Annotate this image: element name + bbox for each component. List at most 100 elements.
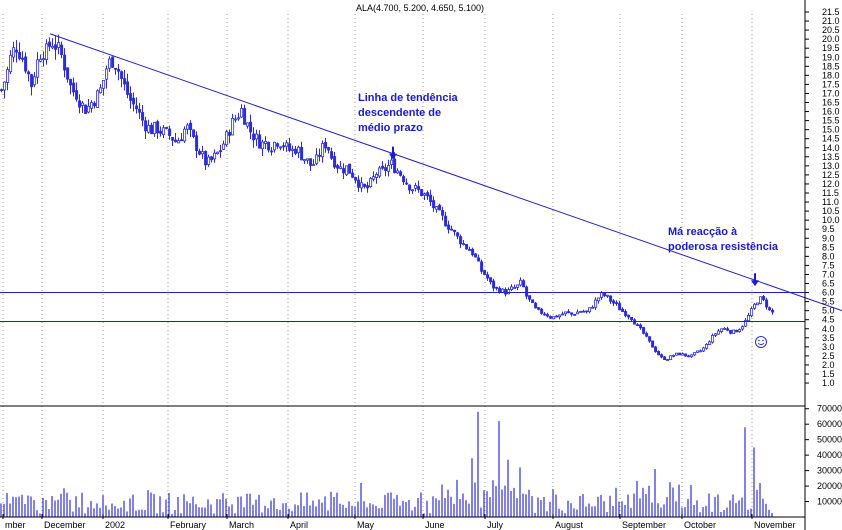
candle-body: [351, 172, 355, 178]
candle-body: [684, 353, 688, 357]
candle-body: [546, 314, 550, 317]
candle-body: [711, 335, 715, 343]
candle-body: [327, 147, 331, 151]
candle-body: [210, 156, 214, 161]
candle-body: [756, 302, 760, 306]
candle-body: [207, 156, 211, 165]
candle-body: [315, 154, 319, 164]
candle-body: [654, 346, 658, 353]
candle-body: [678, 352, 682, 356]
candle-body: [99, 87, 103, 94]
candle-body: [324, 141, 328, 149]
candle-body: [306, 158, 310, 161]
candle-body: [9, 54, 13, 73]
candle-body: [378, 167, 382, 177]
arrow-head-icon: [751, 280, 759, 287]
candle-body: [759, 296, 763, 304]
price-tick-label: 4.5: [822, 315, 835, 325]
candle-body: [459, 236, 463, 245]
price-tick-label: 20.0: [822, 34, 840, 44]
trend-lines: [0, 33, 842, 323]
candle-body: [177, 140, 181, 144]
candle-body: [72, 82, 76, 93]
candle-body: [63, 54, 67, 71]
candle-body: [84, 104, 88, 114]
price-tick-label: 21.0: [822, 16, 840, 26]
price-tick-label: 8.5: [822, 242, 835, 252]
candle-body: [693, 352, 697, 356]
month-label: April: [290, 520, 308, 530]
candle-body: [240, 108, 244, 118]
annotation-text: Linha de tendência: [358, 92, 459, 104]
candle-body: [102, 80, 106, 89]
candle-body: [45, 43, 49, 60]
downtrend-line: [49, 33, 842, 312]
month-label: May: [357, 520, 375, 530]
candle-body: [261, 141, 265, 150]
candle-body: [168, 128, 172, 137]
candle-body: [486, 274, 490, 279]
candle-body: [93, 102, 97, 107]
month-label: June: [425, 520, 445, 530]
price-tick-label: 17.5: [822, 79, 840, 89]
candle-body: [153, 121, 157, 135]
candle-body: [561, 313, 565, 316]
smiley-face: [755, 336, 767, 348]
candle-body: [726, 328, 730, 331]
candle-body: [627, 314, 631, 318]
candle-body: [213, 152, 217, 160]
candle-body: [339, 166, 343, 169]
candle-body: [591, 306, 595, 309]
candle-body: [531, 299, 535, 303]
candle-body: [81, 102, 85, 106]
candle-body: [399, 171, 403, 176]
candle-body: [135, 105, 139, 110]
candle-body: [3, 81, 7, 91]
candle-body: [270, 150, 274, 153]
candle-body: [357, 179, 361, 188]
candle-body: [90, 102, 94, 109]
candle-body: [519, 279, 523, 286]
candle-body: [345, 165, 349, 176]
candle-body: [360, 182, 364, 189]
candle-body: [231, 117, 235, 136]
candle-body: [75, 90, 79, 100]
candle-body: [717, 330, 721, 335]
candle-body: [645, 333, 649, 337]
candle-body: [48, 41, 52, 47]
candle-body: [228, 131, 232, 136]
price-tick-label: 9.5: [822, 224, 835, 234]
candle-body: [660, 354, 664, 358]
price-tick-label: 19.5: [822, 43, 840, 53]
candle-body: [765, 299, 769, 308]
price-tick-label: 13.0: [822, 161, 840, 171]
candle-body: [498, 287, 502, 294]
month-label: February: [170, 520, 207, 530]
price-tick-label: 16.0: [822, 107, 840, 117]
candle-body: [720, 328, 724, 332]
candle-body: [318, 154, 322, 157]
price-tick-label: 10.5: [822, 206, 840, 216]
volume-bars: [0, 411, 773, 517]
price-tick-label: 18.0: [822, 70, 840, 80]
price-tick-label: 3.5: [822, 333, 835, 343]
candle-body: [150, 124, 154, 135]
candle-body: [576, 311, 580, 315]
candle-body: [51, 45, 55, 49]
candle-body: [441, 210, 445, 216]
candle-body: [288, 143, 292, 151]
candle-body: [762, 296, 766, 300]
candle-body: [66, 67, 70, 80]
smiley-eye: [762, 339, 764, 342]
price-tick-label: 11.5: [822, 188, 839, 198]
candle-body: [642, 327, 646, 334]
candle-body: [243, 108, 247, 125]
price-tick-label: 20.5: [822, 25, 840, 35]
candle-body: [264, 141, 268, 144]
candle-body: [180, 139, 184, 142]
candle-body: [120, 71, 124, 79]
candle-body: [216, 151, 220, 155]
candle-body: [57, 42, 61, 48]
candle-body: [309, 158, 313, 166]
